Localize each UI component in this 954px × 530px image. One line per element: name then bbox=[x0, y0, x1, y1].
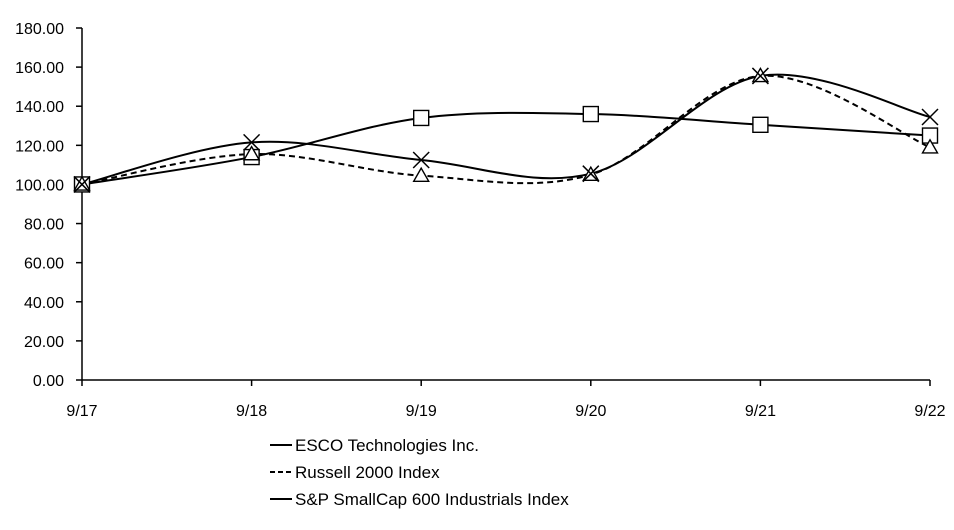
y-tick-label: 160.00 bbox=[15, 60, 64, 77]
data-point-1-5 bbox=[921, 138, 939, 154]
x-axis: 9/17 9/18 9/19 9/20 9/21 9/22 bbox=[66, 379, 946, 420]
legend-label-1: Russell 2000 Index bbox=[295, 463, 440, 482]
x-tick-label: 9/21 bbox=[745, 403, 776, 420]
legend-label-2: S&P SmallCap 600 Industrials Index bbox=[295, 490, 569, 509]
y-tick-label: 20.00 bbox=[24, 334, 64, 351]
data-point-1-2 bbox=[412, 166, 430, 182]
x-tick-label: 9/17 bbox=[66, 403, 97, 420]
series-line-1 bbox=[81, 74, 931, 186]
data-point-0-3 bbox=[582, 105, 599, 123]
data-point-2-3 bbox=[582, 165, 600, 183]
y-tick-label: 80.00 bbox=[24, 217, 64, 234]
marker-stroke bbox=[921, 108, 939, 126]
legend-label-0: ESCO Technologies Inc. bbox=[295, 436, 479, 455]
data-point-1-1 bbox=[242, 145, 261, 161]
x-tick-label: 9/20 bbox=[575, 403, 606, 420]
x-tick-label: 9/22 bbox=[914, 403, 945, 420]
marker-stroke bbox=[751, 67, 769, 85]
y-tick-label: 140.00 bbox=[15, 99, 64, 116]
series-lines bbox=[81, 73, 931, 186]
data-point-2-0 bbox=[73, 175, 91, 193]
data-point-2-5 bbox=[921, 108, 939, 126]
y-tick-label: 120.00 bbox=[15, 138, 64, 155]
y-tick-label: 0.00 bbox=[33, 373, 64, 390]
y-tick-label: 180.00 bbox=[15, 21, 64, 38]
x-tick-label: 9/18 bbox=[236, 403, 267, 420]
data-point-2-4 bbox=[751, 67, 769, 85]
data-point-0-2 bbox=[413, 109, 430, 127]
series-line-0 bbox=[81, 111, 931, 186]
y-axis: 0.00 20.00 40.00 60.00 80.00 100.00 120.00 140.… bbox=[15, 21, 83, 390]
y-tick-label: 40.00 bbox=[24, 295, 64, 312]
marker-stroke bbox=[412, 151, 430, 169]
data-point-0-4 bbox=[752, 116, 769, 134]
series-markers bbox=[73, 67, 939, 193]
x-tick-label: 9/19 bbox=[406, 403, 437, 420]
data-point-2-2 bbox=[412, 151, 430, 169]
y-tick-label: 100.00 bbox=[15, 177, 64, 194]
marker-stroke bbox=[582, 165, 600, 183]
series-line-2 bbox=[81, 73, 931, 186]
data-point-2-1 bbox=[243, 133, 261, 151]
marker-stroke bbox=[243, 133, 261, 151]
marker-stroke bbox=[73, 175, 91, 193]
y-tick-label: 60.00 bbox=[24, 256, 64, 273]
legend: ESCO Technologies Inc. Russell 2000 Index… bbox=[270, 436, 569, 509]
